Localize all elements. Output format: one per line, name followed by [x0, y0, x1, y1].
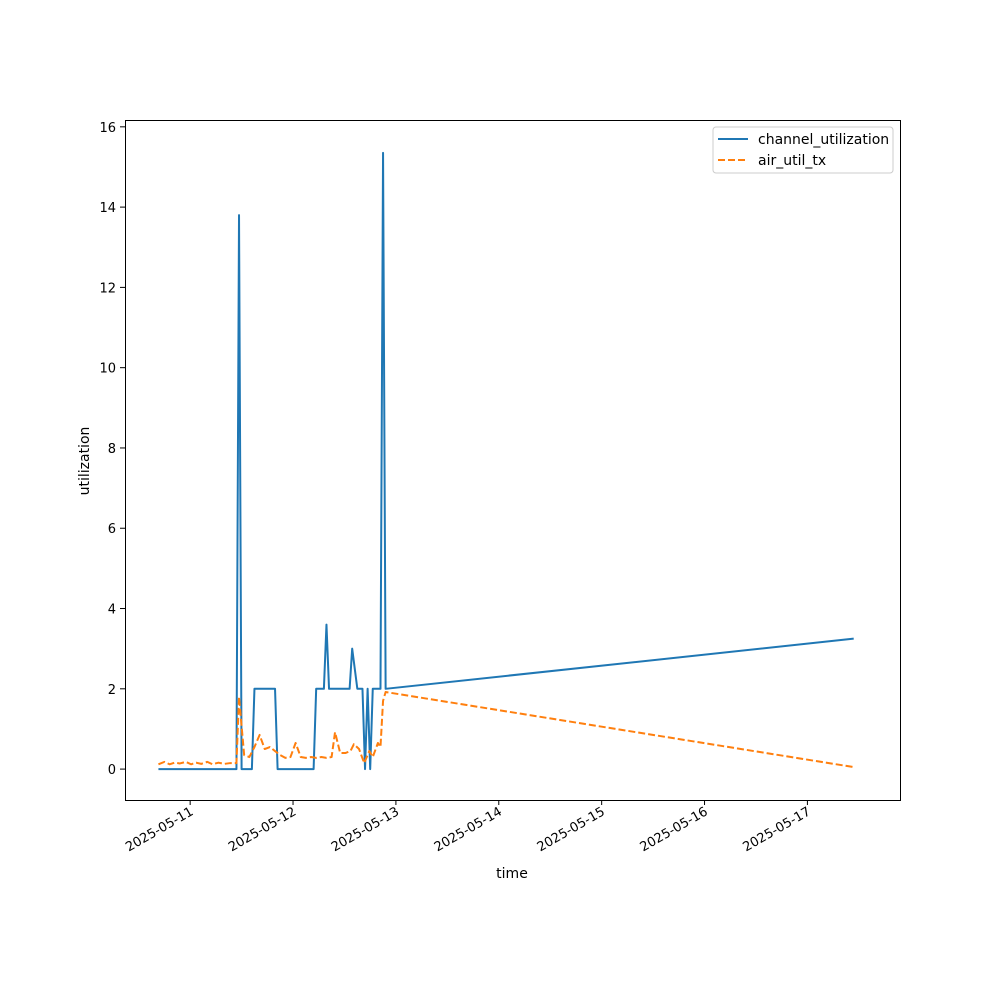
legend-label-air-util-tx: air_util_tx [758, 153, 826, 169]
x-tick-label: 2025-05-13 [329, 804, 402, 855]
y-axis-label: utilization [77, 427, 93, 496]
x-tick-label: 2025-05-11 [123, 804, 196, 855]
x-axis: 2025-05-11 2025-05-12 2025-05-13 2025-05-14… [123, 800, 813, 855]
y-tick-label: 12 [99, 281, 116, 296]
x-tick-label: 2025-05-16 [638, 804, 711, 855]
plot-frame [125, 120, 901, 801]
x-tick-label: 2025-05-14 [432, 804, 505, 855]
y-tick-label: 6 [108, 522, 116, 537]
y-tick-label: 10 [99, 362, 116, 377]
x-tick-label: 2025-05-15 [535, 804, 608, 855]
y-tick-label: 4 [108, 603, 116, 618]
x-tick-label: 2025-05-12 [226, 804, 299, 855]
series-line-air-util-tx [158, 691, 854, 769]
y-axis: 0 2 4 6 8 10 12 14 16 [99, 121, 125, 778]
legend-box [712, 126, 894, 174]
y-tick-label: 8 [108, 442, 116, 457]
x-axis-label: time [496, 866, 528, 882]
y-tick-label: 0 [108, 763, 116, 778]
legend: channel_utilization air_util_tx [712, 126, 894, 174]
y-tick-label: 2 [108, 683, 116, 698]
y-tick-label: 14 [99, 201, 116, 216]
x-tick-label: 2025-05-17 [740, 804, 813, 855]
y-tick-label: 16 [99, 121, 116, 136]
series-layer [158, 151, 854, 771]
series-line-channel-utilization [158, 151, 854, 771]
legend-label-channel-utilization: channel_utilization [758, 132, 889, 148]
